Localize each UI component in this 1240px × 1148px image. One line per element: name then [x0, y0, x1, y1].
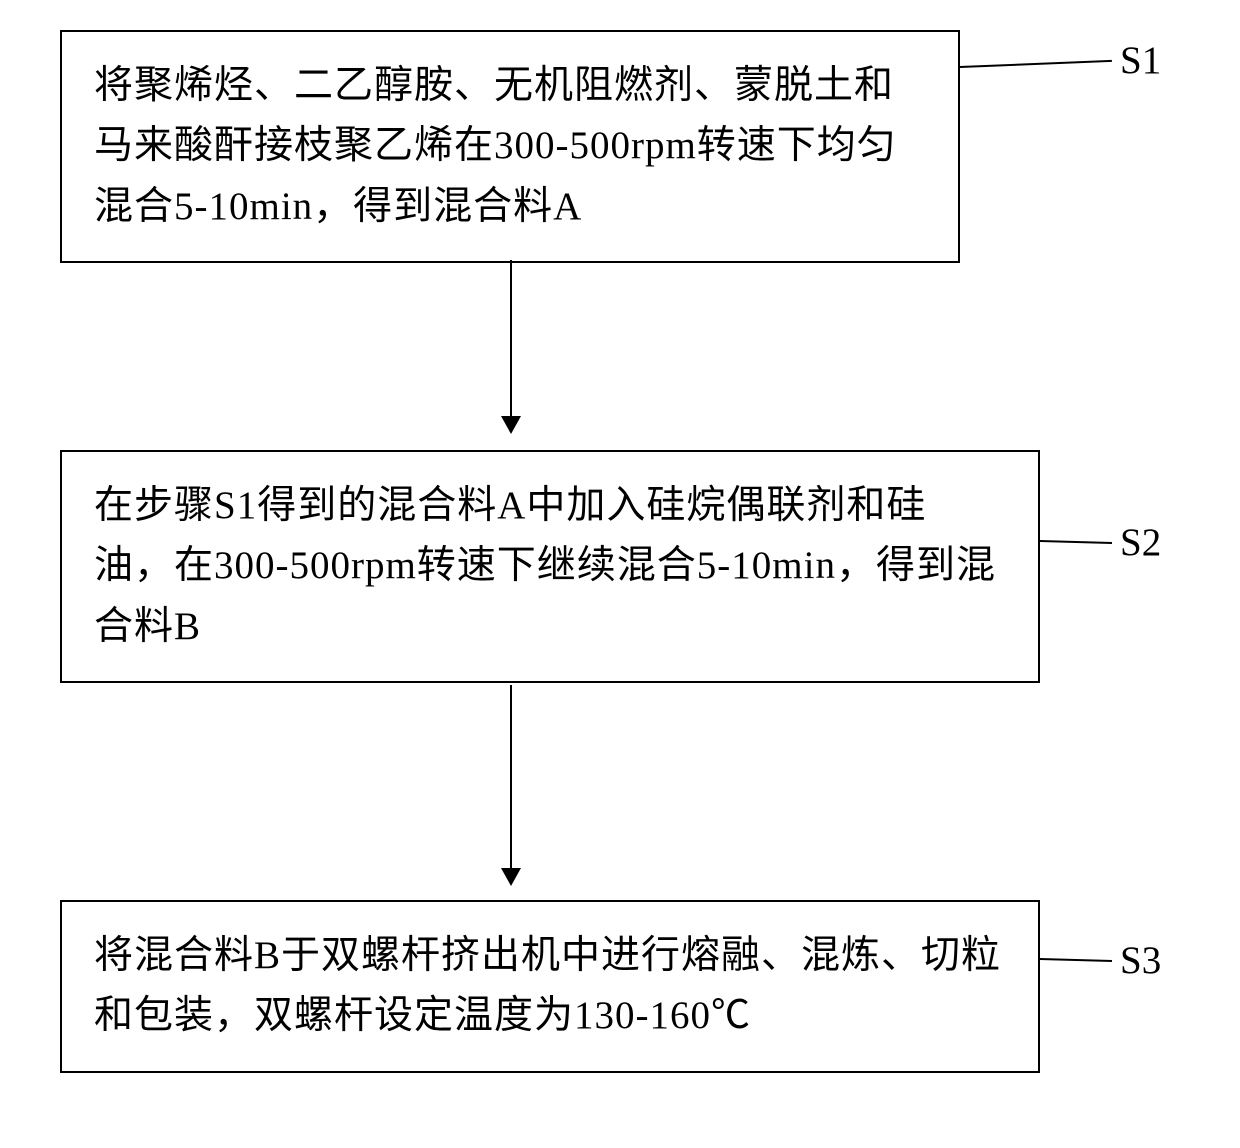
arrow-s2-s3 [510, 685, 512, 884]
step-label-s2: S2 [1120, 520, 1161, 565]
arrow-s1-s2 [510, 260, 512, 432]
step-box-s3: 将混合料B于双螺杆挤出机中进行熔融、混炼、切粒和包装，双螺杆设定温度为130-1… [60, 900, 1040, 1073]
step-text-s1: 将聚烯烃、二乙醇胺、无机阻燃剂、蒙脱土和马来酸酐接枝聚乙烯在300-500rpm… [94, 56, 926, 237]
leader-s2 [1040, 540, 1112, 544]
step-box-s2: 在步骤S1得到的混合料A中加入硅烷偶联剂和硅油，在300-500rpm转速下继续… [60, 450, 1040, 683]
step-label-s1: S1 [1120, 38, 1161, 83]
step-label-s3: S3 [1120, 938, 1161, 983]
leader-s3 [1040, 958, 1112, 962]
leader-s1 [960, 60, 1112, 68]
step-box-s1: 将聚烯烃、二乙醇胺、无机阻燃剂、蒙脱土和马来酸酐接枝聚乙烯在300-500rpm… [60, 30, 960, 263]
step-text-s3: 将混合料B于双螺杆挤出机中进行熔融、混炼、切粒和包装，双螺杆设定温度为130-1… [94, 926, 1006, 1047]
step-text-s2: 在步骤S1得到的混合料A中加入硅烷偶联剂和硅油，在300-500rpm转速下继续… [94, 476, 1006, 657]
